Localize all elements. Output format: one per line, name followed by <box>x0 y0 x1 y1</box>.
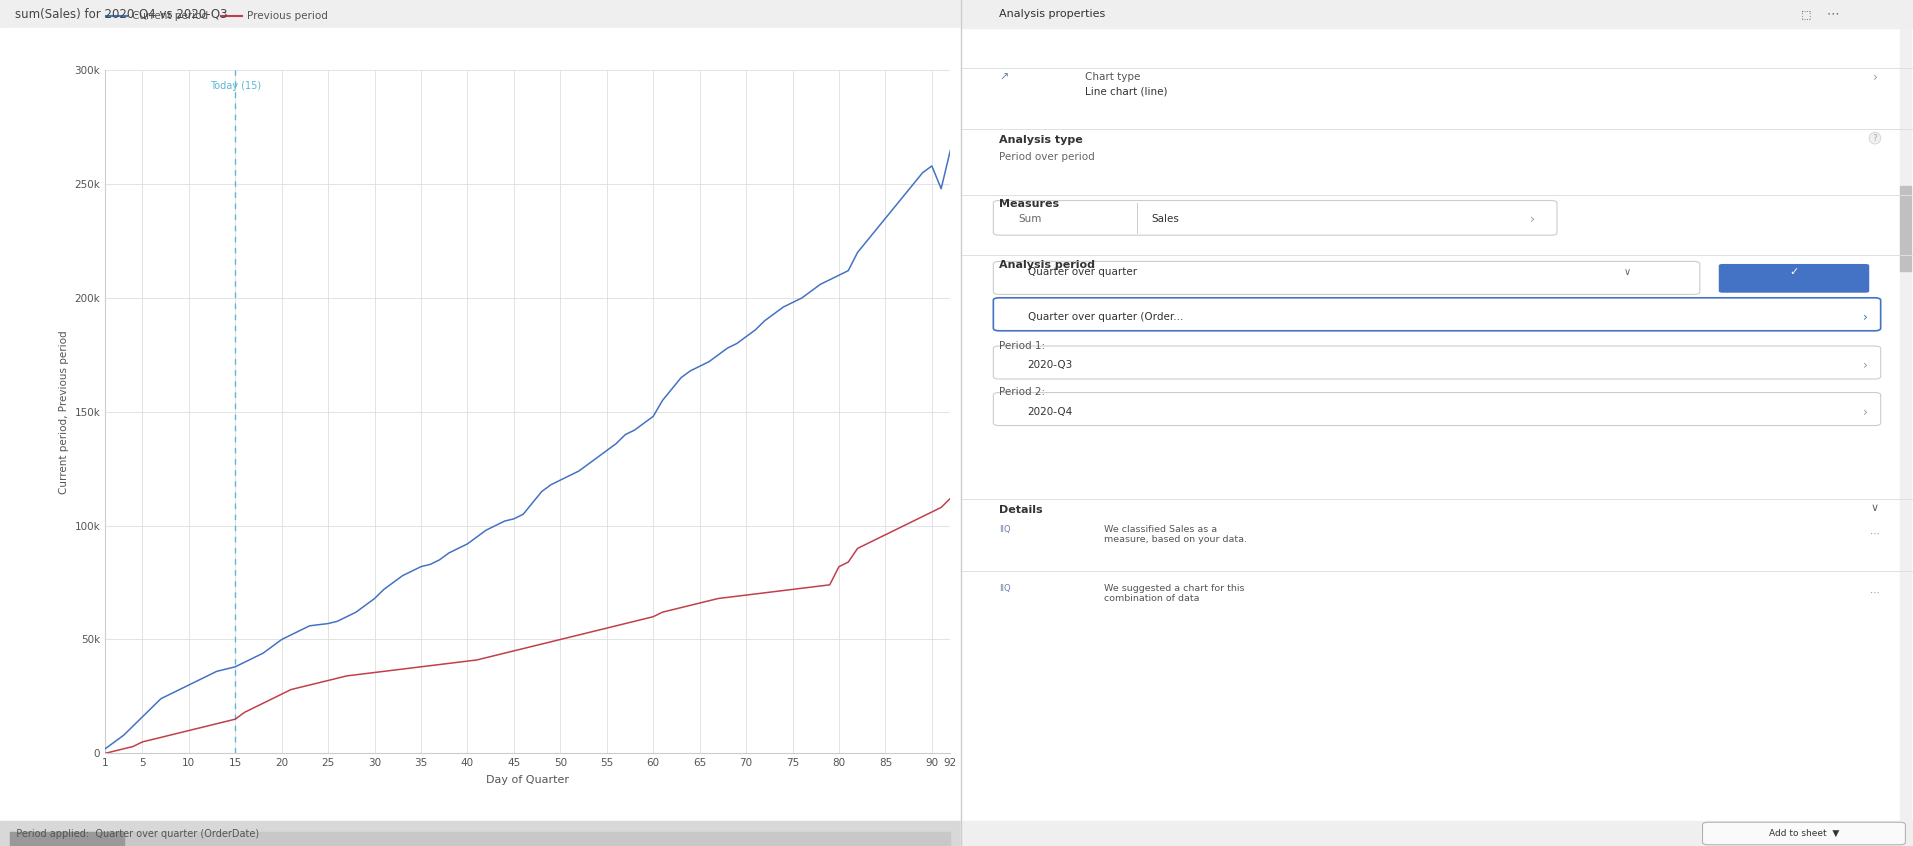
Text: ∨: ∨ <box>1624 266 1632 277</box>
Text: ⬚: ⬚ <box>1800 9 1812 19</box>
Text: Period 2:: Period 2: <box>999 387 1044 398</box>
Text: ›: › <box>1863 359 1867 372</box>
Text: We classified Sales as a
measure, based on your data.: We classified Sales as a measure, based … <box>1104 525 1247 544</box>
Text: Sales: Sales <box>1152 214 1178 224</box>
Text: Details: Details <box>999 505 1043 515</box>
Text: ?: ? <box>1873 134 1877 143</box>
Text: IIQ: IIQ <box>999 584 1010 593</box>
X-axis label: Day of Quarter: Day of Quarter <box>486 775 570 785</box>
Text: ›: › <box>1530 212 1534 226</box>
Text: ∨: ∨ <box>1871 503 1879 514</box>
Text: Analysis properties: Analysis properties <box>999 9 1106 19</box>
Text: ›: › <box>1863 405 1867 419</box>
Legend: Current period, Previous period: Current period, Previous period <box>101 8 331 25</box>
Text: Today (15): Today (15) <box>210 80 260 91</box>
Text: Sum: Sum <box>1018 214 1041 224</box>
Text: ⋯: ⋯ <box>1871 588 1880 598</box>
Text: Quarter over quarter: Quarter over quarter <box>1027 266 1136 277</box>
Text: Period 1:: Period 1: <box>999 341 1044 351</box>
Text: Analysis type: Analysis type <box>999 135 1083 146</box>
Text: Period applied:  Quarter over quarter (OrderDate): Period applied: Quarter over quarter (Or… <box>10 828 258 838</box>
Text: Period over period: Period over period <box>999 152 1094 162</box>
Text: ↗: ↗ <box>999 73 1008 83</box>
Text: We suggested a chart for this
combination of data: We suggested a chart for this combinatio… <box>1104 584 1243 603</box>
Text: ⋯: ⋯ <box>1871 529 1880 539</box>
Text: sum(Sales) for 2020-Q4 vs 2020-Q3: sum(Sales) for 2020-Q4 vs 2020-Q3 <box>15 8 228 20</box>
Text: Add to sheet  ▼: Add to sheet ▼ <box>1770 829 1838 838</box>
Text: Measures: Measures <box>999 199 1060 209</box>
Text: Chart type: Chart type <box>1085 72 1140 82</box>
Text: ›: › <box>1863 310 1867 324</box>
Text: Quarter over quarter (Order...: Quarter over quarter (Order... <box>1027 312 1182 322</box>
Text: 2020-Q4: 2020-Q4 <box>1027 407 1073 417</box>
Text: IIQ: IIQ <box>999 525 1010 534</box>
Text: Line chart (line): Line chart (line) <box>1085 86 1167 96</box>
Text: 2020-Q3: 2020-Q3 <box>1027 360 1073 371</box>
Text: Analysis period: Analysis period <box>999 260 1094 270</box>
Y-axis label: Current period, Previous period: Current period, Previous period <box>59 330 69 493</box>
Text: ⋯: ⋯ <box>1827 8 1838 20</box>
Text: ✓: ✓ <box>1789 266 1798 277</box>
Text: ›: › <box>1873 71 1877 85</box>
